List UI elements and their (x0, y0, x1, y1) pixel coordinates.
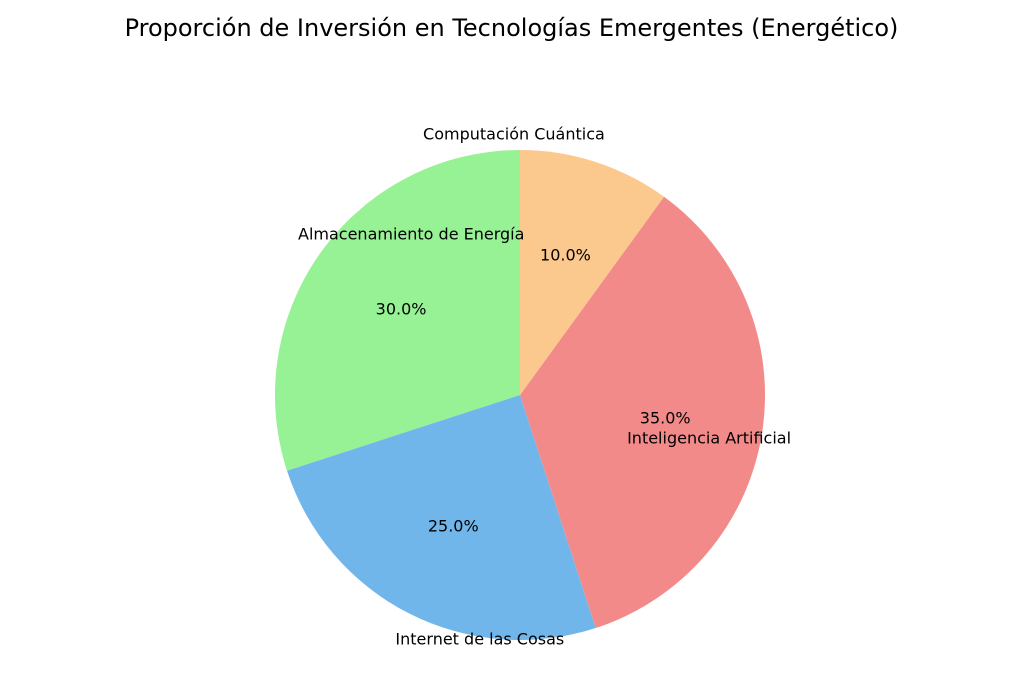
slice-label: Internet de las Cosas (395, 630, 564, 649)
slice-percent: 35.0% (640, 408, 691, 427)
slice-percent: 25.0% (428, 516, 479, 535)
slice-label: Almacenamiento de Energía (298, 224, 524, 243)
slice-label: Inteligencia Artificial (627, 428, 791, 447)
slice-label: Computación Cuántica (423, 125, 605, 144)
slice-percent: 10.0% (540, 246, 591, 265)
pie-chart-container: Proporción de Inversión en Tecnologías E… (0, 0, 1023, 697)
pie-svg (0, 0, 1023, 697)
slice-percent: 30.0% (376, 299, 427, 318)
